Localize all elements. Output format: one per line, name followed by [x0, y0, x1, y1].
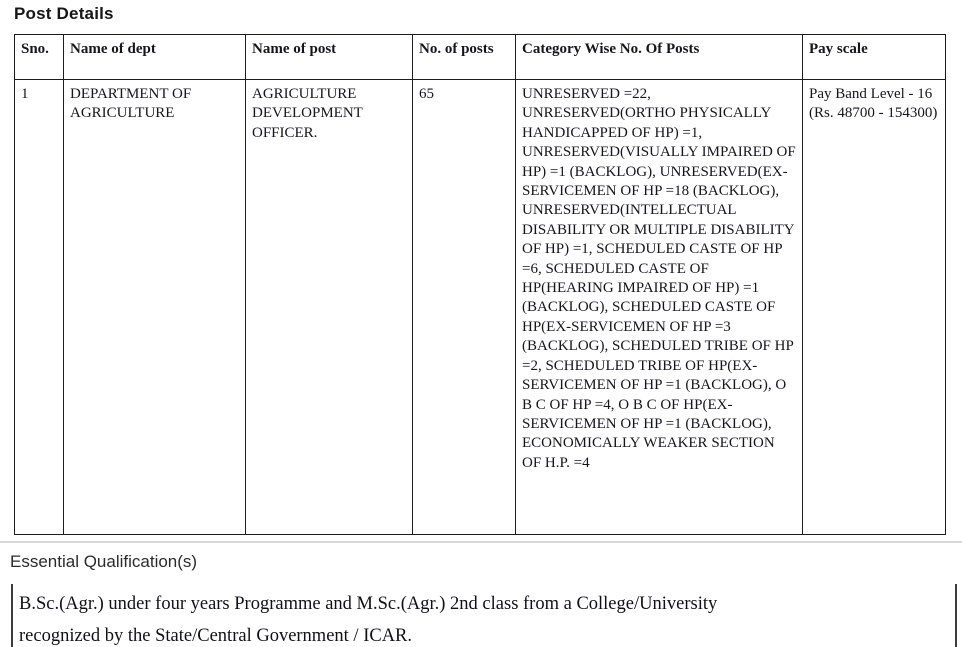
qualification-line: recognized by the State/Central Governme…	[19, 626, 413, 646]
column-header-category: Category Wise No. Of Posts	[515, 34, 803, 80]
cell-sno: 1	[14, 79, 64, 535]
cell-category: UNRESERVED =22, UNRESERVED(ORTHO PHYSICA…	[515, 79, 803, 535]
cell-dept: DEPARTMENT OF AGRICULTURE	[63, 79, 246, 535]
cell-post: AGRICULTURE DEVELOPMENT OFFICER.	[245, 79, 413, 535]
qualification-box: B.Sc.(Agr.) under four years Programme a…	[11, 584, 957, 647]
section-divider	[0, 541, 962, 543]
table-row: 1 DEPARTMENT OF AGRICULTURE AGRICULTURE …	[14, 79, 946, 535]
cell-num-posts: 65	[412, 79, 516, 535]
column-header-dept: Name of dept	[63, 34, 246, 80]
column-header-post: Name of post	[245, 34, 413, 80]
column-header-pay-scale: Pay scale	[802, 34, 946, 80]
cell-pay-scale: Pay Band Level - 16 (Rs. 48700 - 154300)	[802, 79, 946, 535]
column-header-sno: Sno.	[14, 34, 64, 80]
post-details-table: Sno. Name of dept Name of post No. of po…	[14, 34, 946, 535]
page-title: Post Details	[14, 4, 114, 23]
essential-qualification-title: Essential Qualification(s)	[10, 552, 198, 571]
qualification-line: B.Sc.(Agr.) under four years Programme a…	[19, 594, 718, 614]
column-header-num-posts: No. of posts	[412, 34, 516, 80]
table-header-row: Sno. Name of dept Name of post No. of po…	[14, 34, 946, 80]
